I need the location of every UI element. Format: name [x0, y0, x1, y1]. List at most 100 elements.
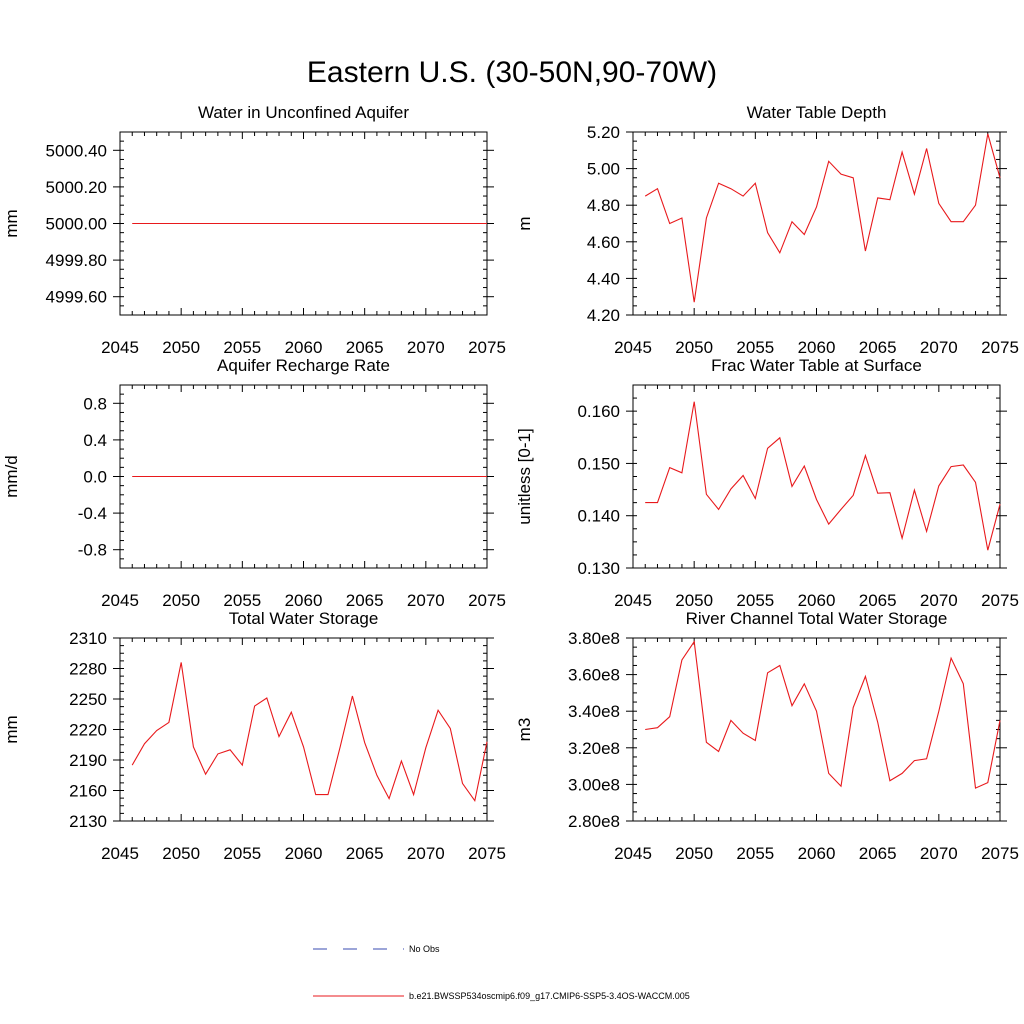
x-tick-label: 2060: [285, 338, 323, 357]
chart-title: Aquifer Recharge Rate: [217, 356, 390, 375]
y-axis-label: mm: [2, 715, 21, 743]
x-tick-label: 2045: [614, 591, 652, 610]
x-tick-label: 2045: [614, 844, 652, 863]
x-tick-label: 2045: [101, 338, 139, 357]
series-line: [644, 133, 1001, 303]
x-tick-label: 2050: [162, 844, 200, 863]
chart-panel-2: Aquifer Recharge Rate mm/d 2045 2050 2055 206…: [2, 356, 506, 610]
y-tick-label: 5000.20: [46, 178, 107, 197]
y-tick-label: 5.00: [587, 160, 620, 179]
x-tick-label: 2065: [859, 591, 897, 610]
y-tick-label: 0.130: [577, 559, 620, 578]
x-tick-label: 2050: [162, 591, 200, 610]
x-tick-label: 2070: [407, 338, 445, 357]
y-axis-label: unitless [0-1]: [515, 428, 534, 524]
plot-frame: [632, 131, 1001, 316]
x-tick-label: 2070: [407, 591, 445, 610]
chart-title: Water Table Depth: [747, 103, 887, 122]
x-tick-label: 2070: [920, 591, 958, 610]
y-axis-label: m3: [515, 718, 534, 742]
x-tick-label: 2075: [981, 338, 1019, 357]
y-tick-label: 5000.40: [46, 141, 107, 160]
chart-panel-5: River Channel Total Water Storage m3 2045 2…: [515, 609, 1019, 863]
x-tick-label: 2050: [675, 591, 713, 610]
y-tick-label: 4.20: [587, 306, 620, 325]
x-tick-label: 2045: [614, 338, 652, 357]
y-tick-label: 0.160: [577, 402, 620, 421]
x-tick-label: 2065: [346, 338, 384, 357]
y-tick-label: 4999.60: [46, 288, 107, 307]
y-tick-label: 2160: [69, 782, 107, 801]
y-tick-label: 4.40: [587, 269, 620, 288]
y-tick-label: 2130: [69, 812, 107, 831]
chart-title: Frac Water Table at Surface: [711, 356, 922, 375]
x-tick-label: 2055: [736, 844, 774, 863]
series-line: [131, 662, 488, 803]
y-tick-label: 3.60e8: [568, 666, 620, 685]
series-line: [645, 640, 1001, 789]
x-tick-label: 2075: [468, 844, 506, 863]
x-tick-label: 2050: [675, 338, 713, 357]
y-tick-label: 0.4: [83, 431, 107, 450]
y-tick-label: -0.8: [78, 541, 107, 560]
y-tick-label: 4.80: [587, 196, 620, 215]
x-tick-label: 2055: [223, 844, 261, 863]
y-tick-label: 2310: [69, 629, 107, 648]
y-tick-label: 2250: [69, 690, 107, 709]
chart-panel-1: Water Table Depth m 2045 2050 2055 2060 2065 20…: [515, 103, 1019, 357]
chart-panel-3: Frac Water Table at Surface unitless [0-1…: [515, 356, 1019, 610]
x-tick-label: 2060: [798, 338, 836, 357]
chart-panel-4: Total Water Storage mm 2045 2050 2055 2060 206…: [2, 609, 506, 863]
x-tick-label: 2055: [736, 591, 774, 610]
x-tick-label: 2065: [859, 844, 897, 863]
y-tick-label: 5000.00: [46, 215, 107, 234]
x-tick-label: 2050: [675, 844, 713, 863]
x-tick-label: 2075: [468, 338, 506, 357]
y-tick-label: 4999.80: [46, 251, 107, 270]
x-tick-label: 2045: [101, 591, 139, 610]
y-tick-label: 3.40e8: [568, 702, 620, 721]
x-tick-label: 2055: [223, 338, 261, 357]
y-tick-label: 2280: [69, 660, 107, 679]
y-tick-label: 5.20: [587, 123, 620, 142]
x-tick-label: 2065: [859, 338, 897, 357]
x-tick-label: 2065: [346, 591, 384, 610]
y-tick-label: 2190: [69, 751, 107, 770]
series-line: [645, 401, 1001, 551]
chart-title: Water in Unconfined Aquifer: [198, 103, 409, 122]
y-tick-label: 3.20e8: [568, 739, 620, 758]
y-tick-label: 0.150: [577, 454, 620, 473]
x-tick-label: 2075: [468, 591, 506, 610]
y-tick-label: 0.8: [83, 394, 107, 413]
y-tick-label: 4.60: [587, 233, 620, 252]
x-tick-label: 2075: [981, 591, 1019, 610]
page-title: Eastern U.S. (30-50N,90-70W): [306, 56, 718, 89]
y-tick-label: -0.4: [78, 504, 107, 523]
y-tick-label: 3.80e8: [568, 629, 620, 648]
x-tick-label: 2060: [798, 591, 836, 610]
x-tick-label: 2070: [920, 844, 958, 863]
x-tick-label: 2070: [407, 844, 445, 863]
x-tick-label: 2065: [346, 844, 384, 863]
chart-title: Total Water Storage: [229, 609, 379, 628]
x-tick-label: 2060: [798, 844, 836, 863]
y-tick-label: 0.0: [83, 468, 107, 487]
y-tick-label: 2.80e8: [568, 812, 620, 831]
x-tick-label: 2045: [101, 844, 139, 863]
y-axis-label: mm: [2, 209, 21, 237]
chart-title: River Channel Total Water Storage: [686, 609, 948, 628]
x-tick-label: 2055: [736, 338, 774, 357]
y-tick-label: 2220: [69, 721, 107, 740]
x-tick-label: 2050: [162, 338, 200, 357]
x-tick-label: 2060: [285, 844, 323, 863]
x-tick-label: 2070: [920, 338, 958, 357]
x-tick-label: 2060: [285, 591, 323, 610]
y-axis-label: m: [515, 216, 534, 230]
x-tick-label: 2055: [223, 591, 261, 610]
chart-panel-0: Water in Unconfined Aquifer mm 2045 2050 205…: [2, 103, 506, 357]
y-axis-label: mm/d: [2, 455, 21, 498]
y-tick-label: 3.00e8: [568, 775, 620, 794]
x-tick-label: 2075: [981, 844, 1019, 863]
plot-frame: [632, 637, 1001, 822]
